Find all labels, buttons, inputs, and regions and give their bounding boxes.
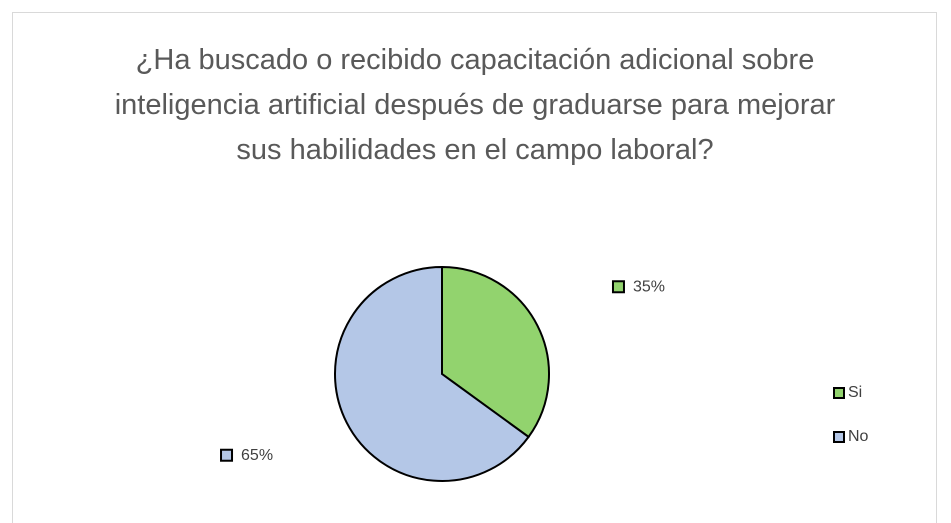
legend-marker (833, 387, 845, 399)
label-marker (220, 448, 234, 462)
legend-label: Si (848, 384, 862, 401)
data-label: 65% (241, 447, 273, 464)
chart-frame (12, 12, 937, 523)
data-label: 35% (633, 278, 665, 295)
label-marker (611, 280, 625, 294)
legend-marker (833, 431, 845, 443)
legend-label: No (848, 428, 869, 445)
pie-slice (441, 265, 550, 439)
pie-slice (334, 265, 530, 482)
chart-title: ¿Ha buscado o recibido capacitación adic… (114, 44, 836, 166)
